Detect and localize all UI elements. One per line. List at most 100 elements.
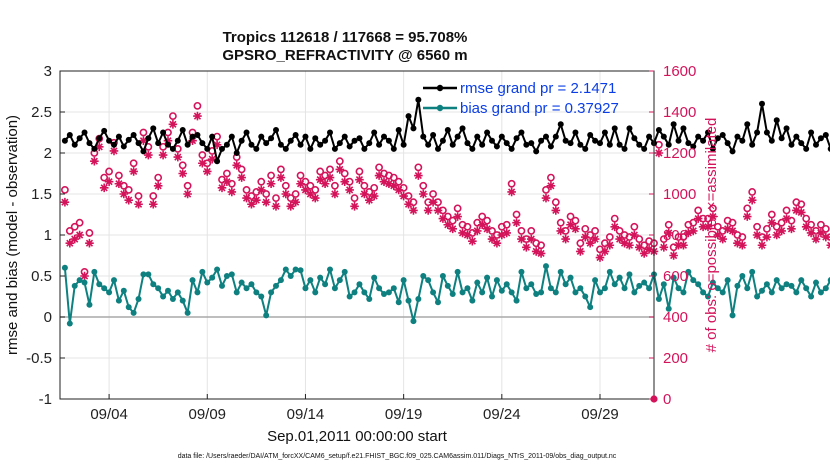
rmse-point [444,127,451,134]
rmse-point [351,137,358,144]
obs-assimilated-marker [124,195,134,205]
obs-assimilated-marker [502,228,512,238]
bias-point [621,285,628,292]
obs-assimilated-marker [620,238,629,248]
obs-assimilated-marker [664,228,674,238]
obs-assimilated-marker [144,150,153,160]
bias-point [597,289,603,296]
bias-point [690,277,697,284]
obs-assimilated-marker [60,197,70,207]
y2-origin-marker [650,395,658,403]
bias-point [86,301,93,308]
bias-point [739,273,746,279]
obs-assimilated-marker [70,234,80,244]
rmse-point [331,145,338,152]
chart-title-line2: GPSRO_REFRACTIVITY @ 6560 m [222,47,467,64]
obs-possible-marker [335,157,344,166]
bias-point [415,295,422,302]
obs-assimilated-marker [463,230,472,240]
rmse-point [523,141,530,148]
rmse-point [179,127,186,134]
rmse-point [729,148,736,155]
bias-point [444,282,451,289]
bias-point [636,282,643,289]
rmse-point [282,145,289,152]
legend-rmse-marker [436,84,444,92]
obs-assimilated-marker [242,193,251,203]
rmse-point [336,140,343,147]
bias-point [336,277,343,284]
bias-point [155,285,162,292]
obs-possible-marker [70,222,79,231]
obs-possible-marker [453,204,462,213]
obs-possible-marker [340,169,349,178]
rmse-point [258,133,265,140]
obs-possible-marker [75,218,84,227]
rmse-point [390,145,397,152]
rmse-point [273,127,279,134]
bias-point [754,293,761,300]
obs-assimilated-marker [669,251,678,260]
obs-assimilated-marker [580,232,590,242]
obs-assimilated-marker [600,247,610,256]
obs-assimilated-marker [468,236,477,246]
rmse-point [96,135,103,142]
obs-possible-marker [689,218,698,227]
rmse-point [655,127,662,134]
obs-possible-marker [65,226,74,235]
bias-point [76,277,83,284]
rmse-point [287,137,294,144]
bias-point [503,281,510,288]
rmse-point [621,145,628,152]
obs-possible-marker [257,177,266,186]
bias-point [670,274,677,281]
bias-point [199,268,206,275]
bias-point [179,297,186,304]
rmse-point [415,96,422,103]
obs-possible-marker [777,218,786,227]
bias-point [312,289,319,296]
rmse-point [135,140,142,147]
rmse-point [322,137,329,144]
obs-assimilated-marker [796,208,806,217]
obs-possible-marker [483,216,491,225]
bias-point [489,293,495,300]
obs-possible-marker [709,204,717,213]
bias-point [749,268,756,275]
bias-point [817,289,824,296]
rmse-point [385,137,392,144]
rmse-point [405,113,412,120]
rmse-point [233,150,240,156]
bias-point [405,297,412,304]
rmse-point [307,145,314,152]
rmse-point [91,145,98,152]
obs-assimilated-marker [286,202,296,211]
y-tick-label: 2.5 [31,104,52,121]
rmse-point [749,141,756,148]
bias-point [714,285,721,292]
bias-point [822,285,829,292]
bias-point [493,277,500,284]
rmse-point [803,145,810,152]
obs-assimilated-marker [178,169,188,178]
obs-assimilated-marker [198,158,207,168]
obs-possible-marker [296,171,305,180]
y-tick-label: 2 [44,145,52,162]
bias-point [611,281,618,288]
obs-possible-marker [429,190,437,198]
obs-possible-marker [782,206,791,215]
obs-possible-marker [414,163,423,172]
rmse-point [660,133,667,140]
bias-point [788,282,795,289]
obs-possible-marker [571,216,580,225]
obs-assimilated-marker [281,189,291,199]
obs-assimilated-marker [99,183,109,193]
rmse-point [454,133,461,140]
rmse-point [793,133,800,140]
rmse-point [125,136,132,143]
bias-point [557,268,564,275]
obs-assimilated-marker [80,271,89,281]
bias-point [567,274,574,281]
obs-assimilated-marker [472,226,482,236]
obs-assimilated-marker [212,140,222,150]
